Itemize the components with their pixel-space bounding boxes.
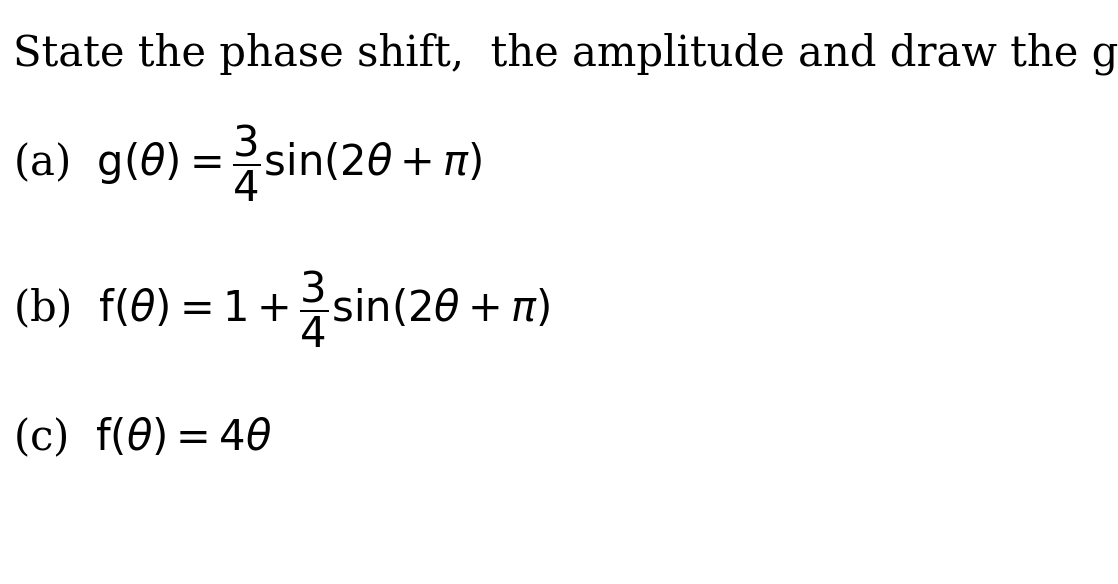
Text: (b)  $\mathrm{f}(\theta) = 1 + \dfrac{3}{4}\sin(2\theta + \pi)$: (b) $\mathrm{f}(\theta) = 1 + \dfrac{3}{…: [13, 269, 551, 350]
Text: (c)  $\mathrm{f}(\theta) = 4\theta$: (c) $\mathrm{f}(\theta) = 4\theta$: [13, 416, 273, 460]
Text: State the phase shift,  the amplitude and draw the graph.: State the phase shift, the amplitude and…: [13, 32, 1118, 75]
Text: (a)  $\mathrm{g}(\theta) = \dfrac{3}{4}\sin(2\theta + \pi)$: (a) $\mathrm{g}(\theta) = \dfrac{3}{4}\s…: [13, 123, 483, 204]
